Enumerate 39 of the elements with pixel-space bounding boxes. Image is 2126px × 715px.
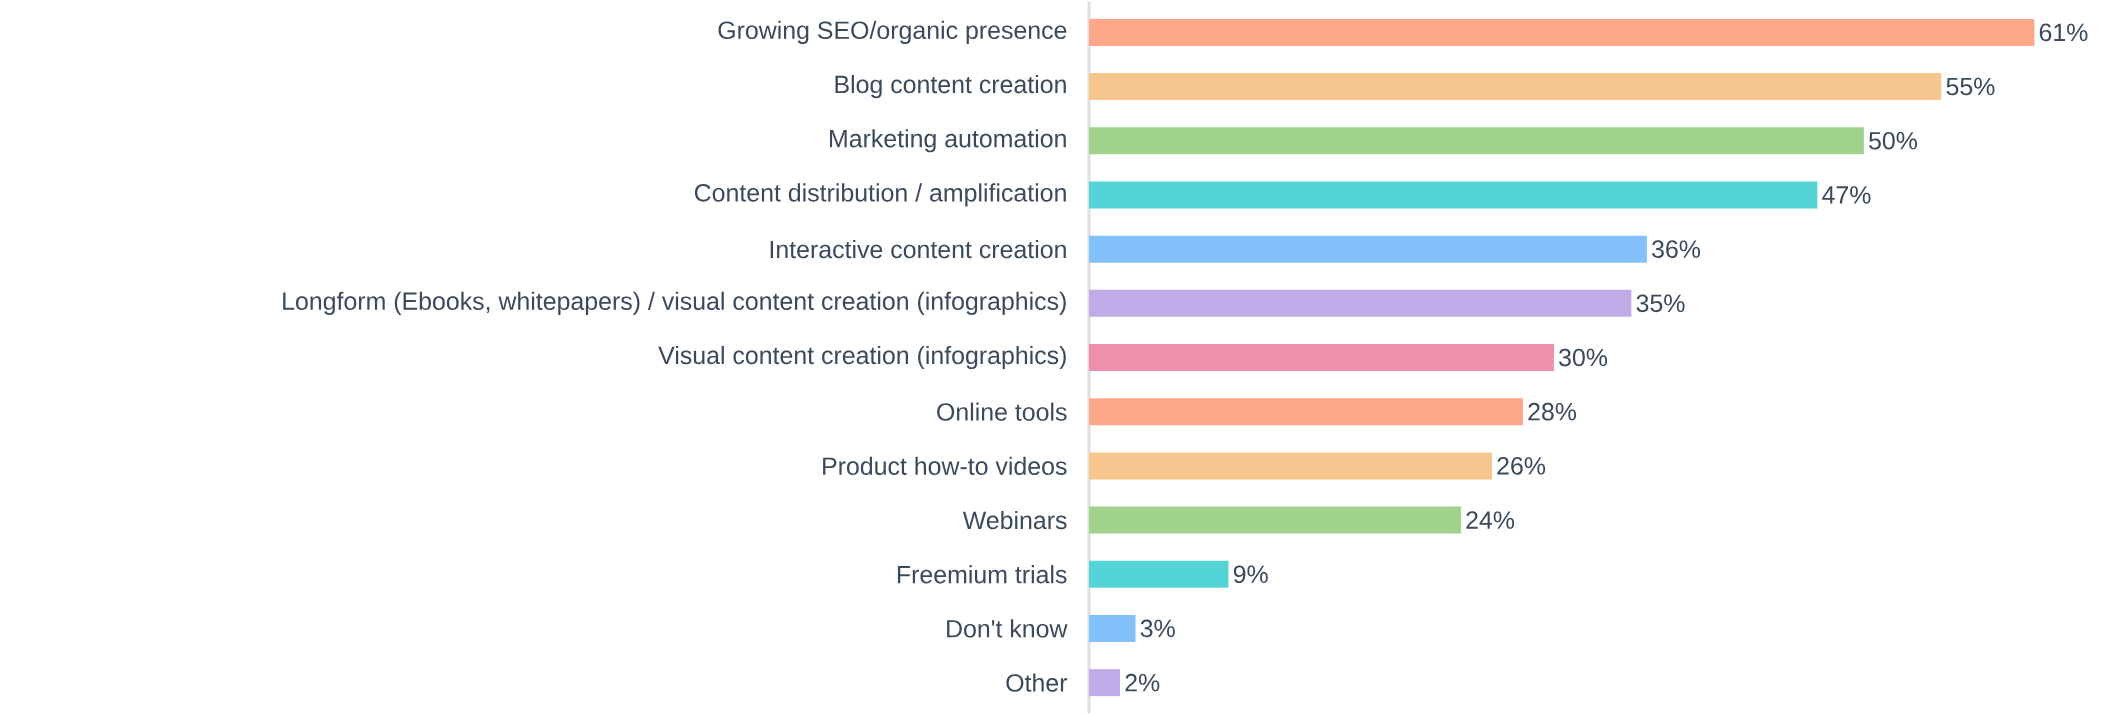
bar xyxy=(1089,452,1492,480)
bar xyxy=(1089,73,1942,101)
data-label: 55% xyxy=(1946,77,1995,96)
bar xyxy=(1089,127,1864,155)
data-label: 26% xyxy=(1497,457,1546,475)
y-tick-label: Growing SEO/organic presence xyxy=(718,20,1067,44)
bar xyxy=(1089,506,1461,534)
data-label: 28% xyxy=(1528,402,1577,421)
y-tick-label: Webinars xyxy=(962,510,1067,530)
data-label: 50% xyxy=(1869,131,1918,150)
y-tick-label: Don't know xyxy=(947,619,1068,638)
y-tick-label: Blog content creation xyxy=(835,74,1066,99)
y-tick-label: Freemium trials xyxy=(897,565,1067,584)
data-label: 30% xyxy=(1559,348,1608,367)
bar xyxy=(1089,560,1229,588)
y-tick-label: Content distribution / amplification xyxy=(694,183,1066,207)
y-tick-label: Marketing automation xyxy=(830,129,1066,153)
bar xyxy=(1089,398,1523,426)
bar xyxy=(1089,614,1136,642)
y-tick-label: Interactive content creation xyxy=(770,239,1066,259)
data-label: 24% xyxy=(1466,511,1515,529)
y-tick-label: Product how-to videos xyxy=(823,456,1067,476)
bar xyxy=(1089,289,1632,317)
data-label: 2% xyxy=(1125,673,1160,692)
y-tick-label: Online tools xyxy=(937,402,1067,421)
bar xyxy=(1089,18,2035,46)
data-label: 9% xyxy=(1233,565,1268,584)
bar xyxy=(1089,344,1554,371)
data-label: 61% xyxy=(2039,23,2088,42)
data-label: 36% xyxy=(1652,240,1701,258)
y-tick-label: Longform (Ebooks, whitepapers) / visual content creation (infographics) xyxy=(283,291,1066,315)
y-tick-label: Other xyxy=(1006,673,1068,692)
y-tick-label: Visual content creation (infographics) xyxy=(658,345,1066,370)
data-label: 3% xyxy=(1140,619,1175,638)
data-label: 47% xyxy=(1822,186,1871,204)
bar xyxy=(1089,181,1818,209)
bar xyxy=(1089,235,1647,263)
bar xyxy=(1089,669,1120,697)
data-label: 35% xyxy=(1636,294,1685,313)
